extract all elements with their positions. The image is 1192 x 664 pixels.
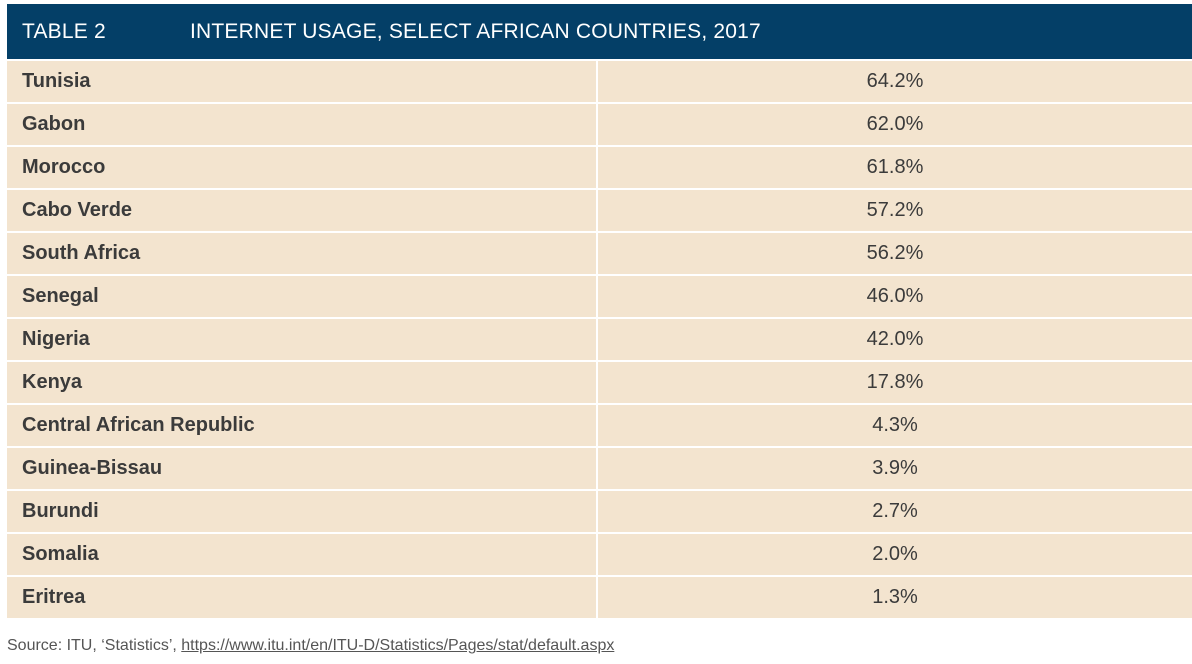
table-row: Burundi 2.7% <box>7 491 1192 532</box>
usage-value-cell: 42.0% <box>866 328 924 350</box>
table-row: South Africa 56.2% <box>7 233 1192 274</box>
country-cell: Kenya <box>7 362 598 403</box>
usage-value-cell: 17.8% <box>866 371 924 393</box>
table-row: Nigeria 42.0% <box>7 319 1192 360</box>
usage-value-cell: 4.3% <box>872 414 918 436</box>
source-note: Source: ITU, ‘Statistics’, https://www.i… <box>7 637 614 655</box>
country-cell: Guinea-Bissau <box>7 448 598 489</box>
table-row: Kenya 17.8% <box>7 362 1192 403</box>
usage-value-cell: 2.7% <box>872 500 918 522</box>
table-title: INTERNET USAGE, SELECT AFRICAN COUNTRIES… <box>190 19 761 43</box>
table-header: TABLE 2 INTERNET USAGE, SELECT AFRICAN C… <box>7 4 1192 59</box>
table-row: Central African Republic 4.3% <box>7 405 1192 446</box>
usage-value-cell: 64.2% <box>866 70 924 92</box>
source-link[interactable]: https://www.itu.int/en/ITU-D/Statistics/… <box>181 637 615 654</box>
country-cell: South Africa <box>7 233 598 274</box>
usage-value-cell: 56.2% <box>866 242 924 264</box>
table-row: Guinea-Bissau 3.9% <box>7 448 1192 489</box>
usage-value-cell: 57.2% <box>866 199 924 221</box>
table-row: Cabo Verde 57.2% <box>7 190 1192 231</box>
table-row: Morocco 61.8% <box>7 147 1192 188</box>
source-prefix: Source: ITU, ‘Statistics’, <box>7 637 182 654</box>
usage-value-cell: 46.0% <box>866 285 924 307</box>
usage-value-cell: 61.8% <box>866 156 924 178</box>
table-row: Eritrea 1.3% <box>7 577 1192 618</box>
country-cell: Nigeria <box>7 319 598 360</box>
usage-value-cell: 3.9% <box>872 457 918 479</box>
table-body: Tunisia 64.2% Gabon 62.0% Morocco 61.8% Cabo V… <box>7 61 1192 618</box>
country-cell: Gabon <box>7 104 598 145</box>
country-cell: Senegal <box>7 276 598 317</box>
country-cell: Somalia <box>7 534 598 575</box>
country-cell: Central African Republic <box>7 405 598 446</box>
country-cell: Tunisia <box>7 61 598 102</box>
country-cell: Cabo Verde <box>7 190 598 231</box>
internet-usage-table: TABLE 2 INTERNET USAGE, SELECT AFRICAN C… <box>7 4 1192 620</box>
table-row: Gabon 62.0% <box>7 104 1192 145</box>
country-cell: Burundi <box>7 491 598 532</box>
usage-value-cell: 2.0% <box>872 543 918 565</box>
usage-value-cell: 1.3% <box>872 586 918 608</box>
usage-value-cell: 62.0% <box>866 113 924 135</box>
country-cell: Eritrea <box>7 577 598 618</box>
table-number: TABLE 2 <box>22 19 106 43</box>
table-row: Somalia 2.0% <box>7 534 1192 575</box>
table-row: Tunisia 64.2% <box>7 61 1192 102</box>
country-cell: Morocco <box>7 147 598 188</box>
table-row: Senegal 46.0% <box>7 276 1192 317</box>
